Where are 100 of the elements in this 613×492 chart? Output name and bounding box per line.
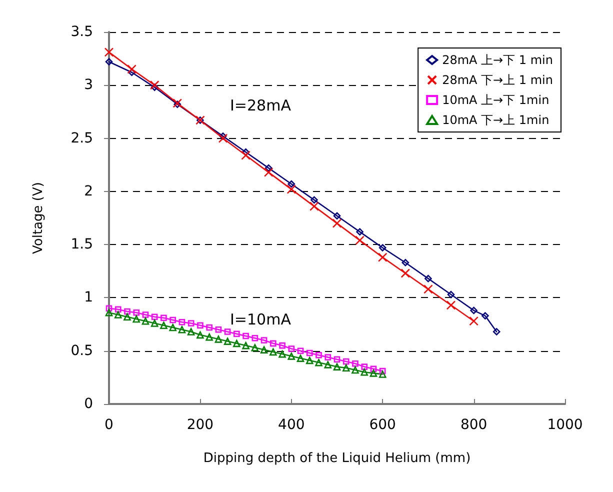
legend-label: 10mA 上→下 1min [442, 93, 550, 107]
point [251, 344, 259, 352]
point [361, 364, 368, 370]
point [128, 68, 136, 76]
point [378, 370, 386, 378]
point [196, 331, 204, 339]
point [370, 370, 378, 377]
y-tick-label: 0 [84, 396, 93, 412]
legend-label: 28mA 下→上 1 min [442, 73, 554, 87]
point [160, 322, 168, 329]
point [288, 352, 296, 360]
point [279, 342, 286, 349]
x-tick-label: 400 [278, 417, 305, 433]
point [104, 48, 114, 57]
point [105, 308, 113, 316]
point [114, 311, 122, 318]
point [288, 180, 296, 188]
point [142, 317, 150, 325]
point [197, 322, 204, 328]
point [447, 290, 455, 298]
point [446, 300, 456, 310]
point [242, 148, 250, 156]
legend-label: 28mA 上→下 1 min [442, 53, 554, 67]
point [333, 212, 341, 220]
point [150, 320, 158, 327]
point [127, 64, 136, 74]
point [370, 366, 377, 372]
point [260, 346, 268, 354]
point [252, 334, 258, 342]
point [233, 340, 240, 348]
point [178, 319, 186, 326]
point [306, 356, 314, 364]
point [306, 350, 313, 356]
point [218, 134, 228, 143]
point [352, 360, 358, 367]
y-tick-label: 2 [84, 183, 93, 200]
point [334, 356, 340, 363]
point [106, 305, 112, 312]
point [150, 80, 160, 90]
point [378, 252, 388, 262]
point [297, 348, 304, 354]
point [310, 202, 319, 211]
point [187, 328, 195, 336]
point [264, 164, 272, 172]
point [492, 328, 500, 336]
point [315, 358, 322, 366]
y-tick-label: 3 [84, 77, 93, 94]
point [270, 348, 277, 356]
point [482, 312, 489, 320]
point [324, 354, 332, 360]
point [160, 314, 167, 322]
legend-label: 10mA 下→上 1min [442, 113, 550, 127]
point [379, 368, 386, 374]
point [355, 236, 364, 245]
point [114, 306, 122, 313]
x-axis-title: Dipping depth of the Liquid Helium (mm) [203, 451, 471, 466]
point [424, 284, 433, 294]
point [288, 346, 295, 352]
point [402, 258, 410, 266]
point [470, 306, 478, 314]
point [400, 268, 410, 278]
point [260, 337, 268, 344]
point [378, 244, 386, 252]
x-tick-label: 0 [104, 417, 114, 433]
point [105, 58, 113, 66]
x-tick-label: 800 [460, 417, 488, 433]
point [270, 340, 276, 347]
point [296, 354, 304, 362]
point [206, 333, 213, 341]
point [170, 316, 176, 324]
point [151, 314, 158, 320]
point [169, 324, 176, 332]
point [142, 312, 149, 318]
point [133, 309, 140, 316]
y-tick-label: 2.5 [70, 130, 93, 146]
point [286, 184, 296, 194]
point [124, 313, 131, 320]
point [342, 364, 350, 372]
point [360, 368, 368, 376]
annotation: I=28mA [230, 96, 292, 114]
point [342, 358, 350, 365]
point [241, 150, 250, 160]
y-tick-label: 1.5 [70, 236, 93, 253]
point [469, 316, 478, 326]
x-tick-label: 600 [369, 417, 396, 433]
point [214, 336, 222, 343]
point [324, 361, 332, 368]
point [215, 326, 222, 333]
point [224, 328, 231, 335]
point [332, 218, 342, 228]
point [278, 350, 286, 358]
point [178, 326, 186, 334]
x-tick-label: 1000 [547, 417, 583, 433]
point [352, 366, 359, 374]
point [124, 308, 130, 315]
point [424, 274, 432, 282]
point [150, 84, 158, 91]
point [333, 363, 341, 370]
point [264, 168, 274, 177]
point [242, 342, 250, 350]
